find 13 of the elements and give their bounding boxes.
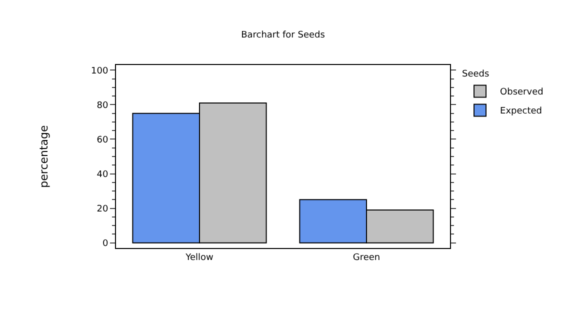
x-tick-label: Yellow xyxy=(184,252,214,263)
y-tick-label: 40 xyxy=(96,170,108,180)
y-tick-label: 20 xyxy=(96,204,108,214)
chart-title: Barchart for Seeds xyxy=(241,30,326,40)
x-tick-label: Green xyxy=(352,252,380,263)
y-tick-label: 0 xyxy=(102,238,108,249)
y-axis-title: percentage xyxy=(38,124,51,188)
legend-label: Observed xyxy=(500,88,544,98)
legend-label: Expected xyxy=(500,106,542,117)
y-tick-label: 60 xyxy=(96,135,108,146)
legend-title: Seeds xyxy=(462,70,490,80)
y-tick-label: 100 xyxy=(91,66,108,76)
y-tick-label: 80 xyxy=(96,100,108,111)
